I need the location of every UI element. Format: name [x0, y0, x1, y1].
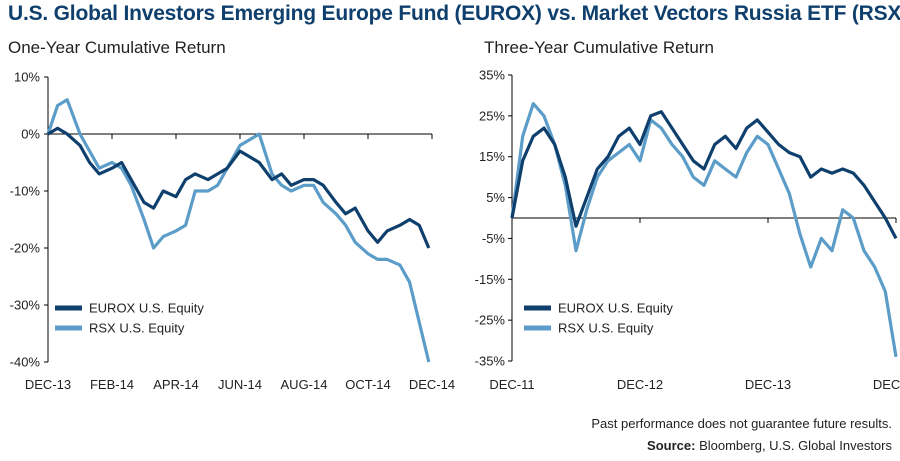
legend-label-rsx: RSX U.S. Equity [558, 321, 654, 336]
footnote: Past performance does not guarantee futu… [591, 416, 892, 431]
x-tick-label: DEC-13 [25, 377, 71, 392]
legend-label-eurox: EUROX U.S. Equity [558, 301, 673, 316]
x-tick-label: AUG-14 [281, 377, 328, 392]
x-tick-label: JUN-14 [218, 377, 262, 392]
x-tick-label: DEC-12 [617, 377, 663, 392]
y-tick-label: 35% [479, 68, 505, 83]
one-year-chart: 10% 0% -10% -20% -30% -40% DEC-13 FEB-14 APR-14 J… [10, 70, 455, 393]
legend-label-rsx: RSX U.S. Equity [89, 321, 185, 336]
y-tick-label: -40% [10, 355, 41, 370]
right-chart-subtitle: Three-Year Cumulative Return [484, 38, 714, 57]
y-tick-label: -20% [10, 241, 41, 256]
y-tick-label: -25% [475, 313, 506, 328]
left-chart-subtitle: One-Year Cumulative Return [8, 38, 226, 57]
x-tick-label: DEC-11 [489, 377, 534, 392]
y-tick-label: -5% [482, 231, 506, 246]
chart-title: U.S. Global Investors Emerging Europe Fu… [8, 2, 900, 25]
y-tick-label: -30% [10, 298, 41, 313]
y-tick-label: 5% [486, 190, 505, 205]
y-tick-label: 15% [479, 149, 505, 164]
x-tick-label: APR-14 [153, 377, 199, 392]
y-tick-label: -35% [475, 354, 506, 369]
x-tick-label: OCT-14 [345, 377, 391, 392]
source-label: Source: [647, 438, 696, 453]
x-tick-label: FEB-14 [90, 377, 134, 392]
x-tick-label: DEC-13 [745, 377, 791, 392]
y-tick-label: 10% [14, 70, 40, 85]
y-tick-label: 25% [479, 108, 505, 123]
y-tick-label: -10% [10, 184, 41, 199]
series-line-eurox [510, 110, 898, 240]
source-text: Bloomberg, U.S. Global Investors [699, 438, 892, 453]
y-tick-label: 0% [21, 127, 40, 142]
series-line-rsx [46, 98, 431, 363]
source-note: Source: Bloomberg, U.S. Global Investors [647, 438, 892, 453]
y-tick-label: -15% [475, 272, 506, 287]
legend-label-eurox: EUROX U.S. Equity [89, 301, 204, 316]
x-tick-label: DEC-14 [409, 377, 455, 392]
x-tick-label: DEC-14 [873, 377, 900, 392]
series-line-rsx [510, 101, 898, 358]
series-line-eurox [47, 126, 431, 249]
